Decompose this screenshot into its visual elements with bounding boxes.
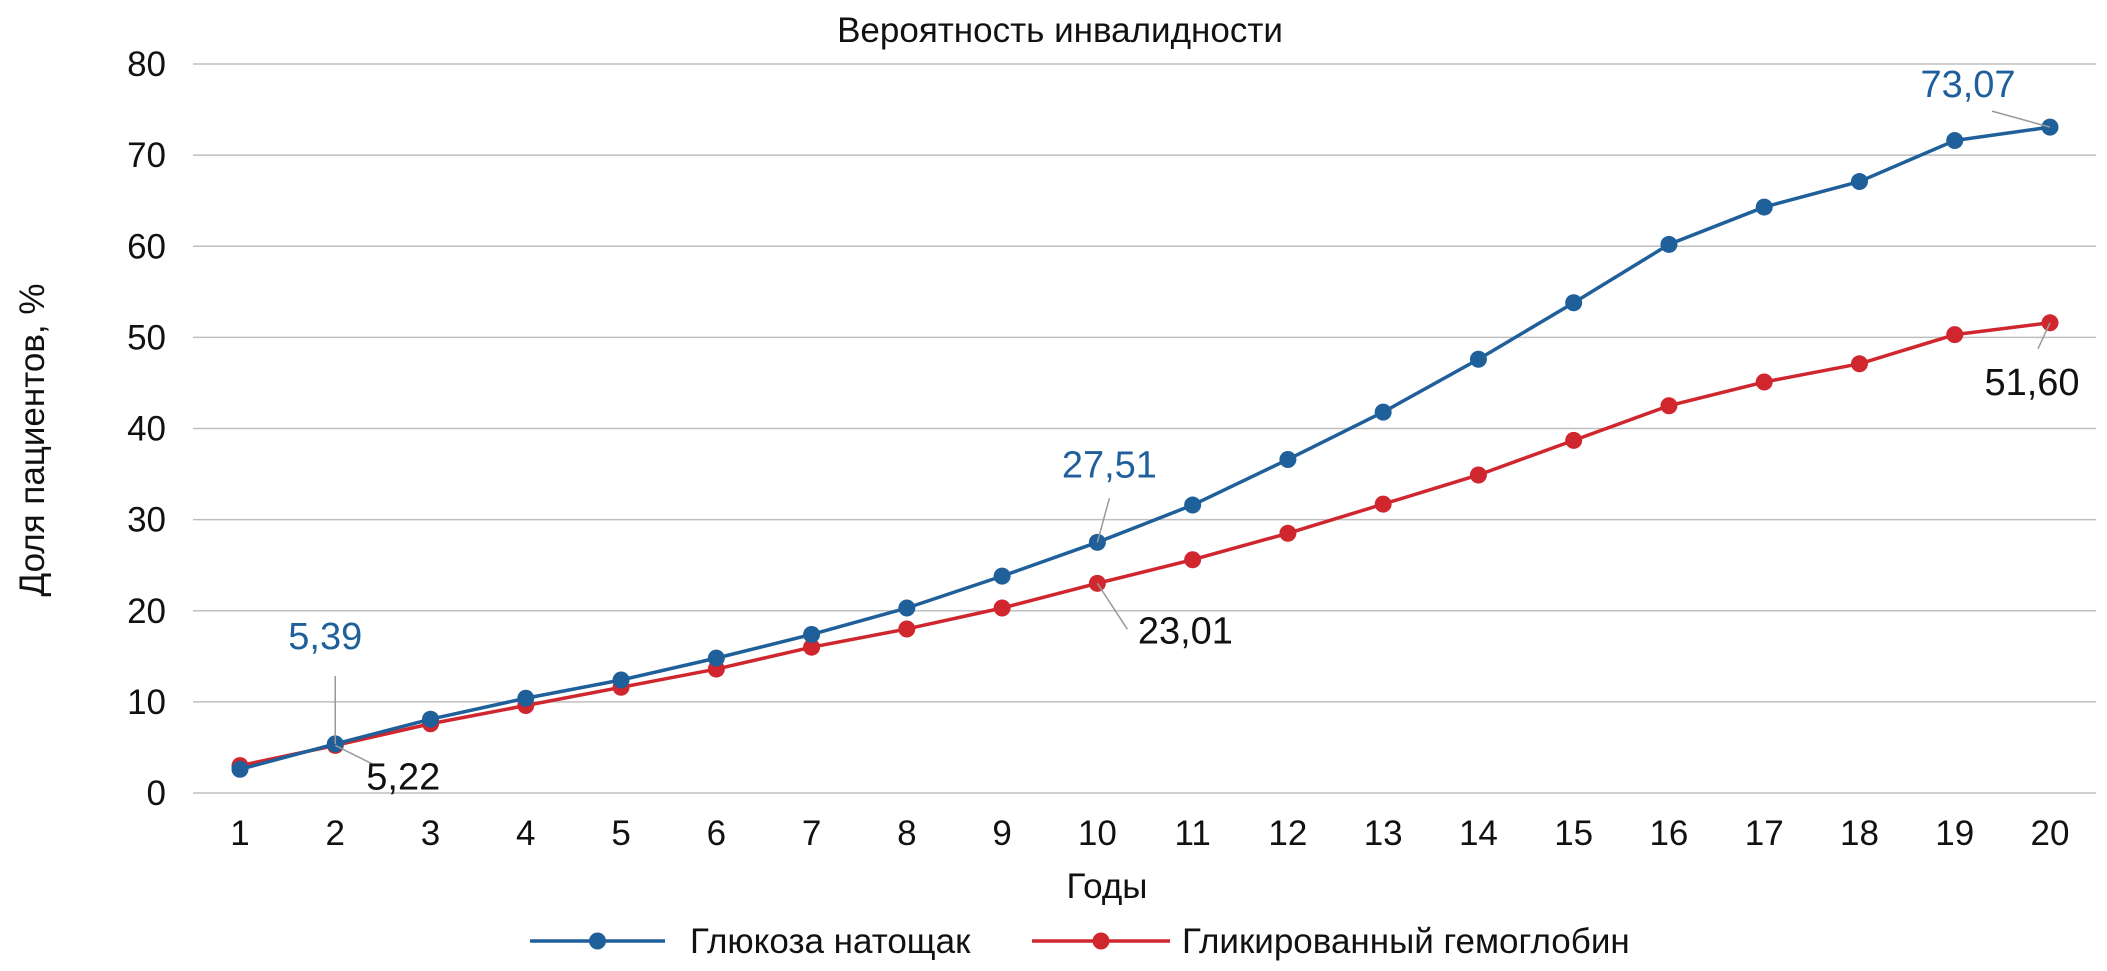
x-tick-label: 20 xyxy=(2031,814,2070,853)
data-point xyxy=(1374,495,1392,513)
label-leader-line xyxy=(1096,582,1128,630)
data-point xyxy=(1850,173,1868,191)
data-label: 73,07 xyxy=(1920,64,2015,106)
data-point xyxy=(1469,466,1487,484)
series-glycated-hemoglobin xyxy=(231,314,2059,775)
x-tick-label: 15 xyxy=(1554,814,1593,853)
x-axis-ticks: 1 2 3 4 5 6 7 8 9 10 11 12 13 14 15 16 17 18 19 20 xyxy=(230,814,2069,853)
y-axis-title: Доля пациентов, % xyxy=(13,284,52,597)
data-label: 5,39 xyxy=(288,616,362,658)
x-tick-label: 18 xyxy=(1840,814,1879,853)
legend-label: Глюкоза натощак xyxy=(690,922,971,961)
data-labels: 5,39 5,22 27,51 23,01 73,07 51,60 xyxy=(288,64,2079,798)
data-point xyxy=(422,710,440,728)
data-label: 5,22 xyxy=(366,756,440,798)
x-tick-label: 1 xyxy=(230,814,249,853)
y-tick-label: 40 xyxy=(127,410,166,449)
chart-title: Вероятность инвалидности xyxy=(837,11,1283,50)
label-leader-line xyxy=(2037,322,2051,350)
x-tick-label: 8 xyxy=(897,814,916,853)
x-tick-label: 13 xyxy=(1364,814,1403,853)
data-point xyxy=(1755,373,1773,391)
legend-label: Гликированный гемоглобин xyxy=(1182,922,1630,961)
legend: Глюкоза натощак Гликированный гемоглобин xyxy=(530,922,1630,961)
x-tick-label: 5 xyxy=(611,814,630,853)
label-leader-line xyxy=(1096,498,1111,543)
x-tick-label: 6 xyxy=(707,814,726,853)
x-tick-label: 10 xyxy=(1078,814,1117,853)
data-point xyxy=(803,625,821,643)
series-line xyxy=(239,321,2051,768)
data-point xyxy=(993,599,1011,617)
data-point xyxy=(517,689,535,707)
data-point xyxy=(1660,397,1678,415)
series-lines xyxy=(231,118,2059,778)
series-fasting-glucose xyxy=(231,118,2059,778)
data-point xyxy=(1279,524,1297,542)
gridlines xyxy=(193,63,2096,794)
legend-item: Глюкоза натощак xyxy=(530,922,971,961)
data-point xyxy=(1946,326,1964,344)
y-tick-label: 70 xyxy=(127,136,166,175)
data-point xyxy=(707,649,725,667)
data-point xyxy=(898,620,916,638)
data-point xyxy=(1184,496,1202,514)
x-tick-label: 7 xyxy=(802,814,821,853)
data-label: 23,01 xyxy=(1138,610,1233,652)
legend-marker xyxy=(1092,932,1110,950)
y-tick-label: 60 xyxy=(127,227,166,266)
data-point xyxy=(1565,431,1583,449)
data-point xyxy=(1946,132,1964,150)
data-point xyxy=(803,638,821,656)
y-tick-label: 10 xyxy=(127,683,166,722)
legend-item: Гликированный гемоглобин xyxy=(1032,922,1630,961)
y-axis-ticks: 0 10 20 30 40 50 60 70 80 xyxy=(127,45,166,813)
y-tick-label: 0 xyxy=(147,774,166,813)
label-leader-line xyxy=(334,744,376,767)
x-tick-label: 16 xyxy=(1649,814,1688,853)
label-leader-line xyxy=(1991,110,2051,128)
legend-marker xyxy=(589,932,606,950)
x-tick-label: 9 xyxy=(992,814,1011,853)
data-label: 51,60 xyxy=(1984,362,2079,404)
series-line xyxy=(239,125,2051,771)
x-tick-label: 12 xyxy=(1268,814,1307,853)
data-point xyxy=(231,760,249,778)
data-point xyxy=(612,671,630,689)
x-tick-label: 17 xyxy=(1745,814,1784,853)
x-tick-label: 19 xyxy=(1935,814,1974,853)
data-point xyxy=(1469,350,1487,368)
data-point xyxy=(1374,403,1392,421)
data-point xyxy=(1279,450,1297,468)
y-tick-label: 30 xyxy=(127,501,166,540)
y-tick-label: 50 xyxy=(127,318,166,357)
x-tick-label: 2 xyxy=(326,814,345,853)
data-point xyxy=(1565,294,1583,312)
x-axis-title: Годы xyxy=(1067,867,1148,906)
data-point xyxy=(993,567,1011,585)
data-point xyxy=(1184,551,1202,569)
x-tick-label: 3 xyxy=(421,814,440,853)
x-tick-label: 4 xyxy=(516,814,535,853)
data-label: 27,51 xyxy=(1062,444,1157,486)
data-point xyxy=(1660,235,1678,253)
y-tick-label: 20 xyxy=(127,592,166,631)
x-tick-label: 14 xyxy=(1459,814,1498,853)
y-tick-label: 80 xyxy=(127,45,166,84)
data-point xyxy=(898,599,916,617)
data-point xyxy=(1850,355,1868,373)
data-point xyxy=(1755,198,1773,216)
x-tick-label: 11 xyxy=(1174,814,1210,853)
